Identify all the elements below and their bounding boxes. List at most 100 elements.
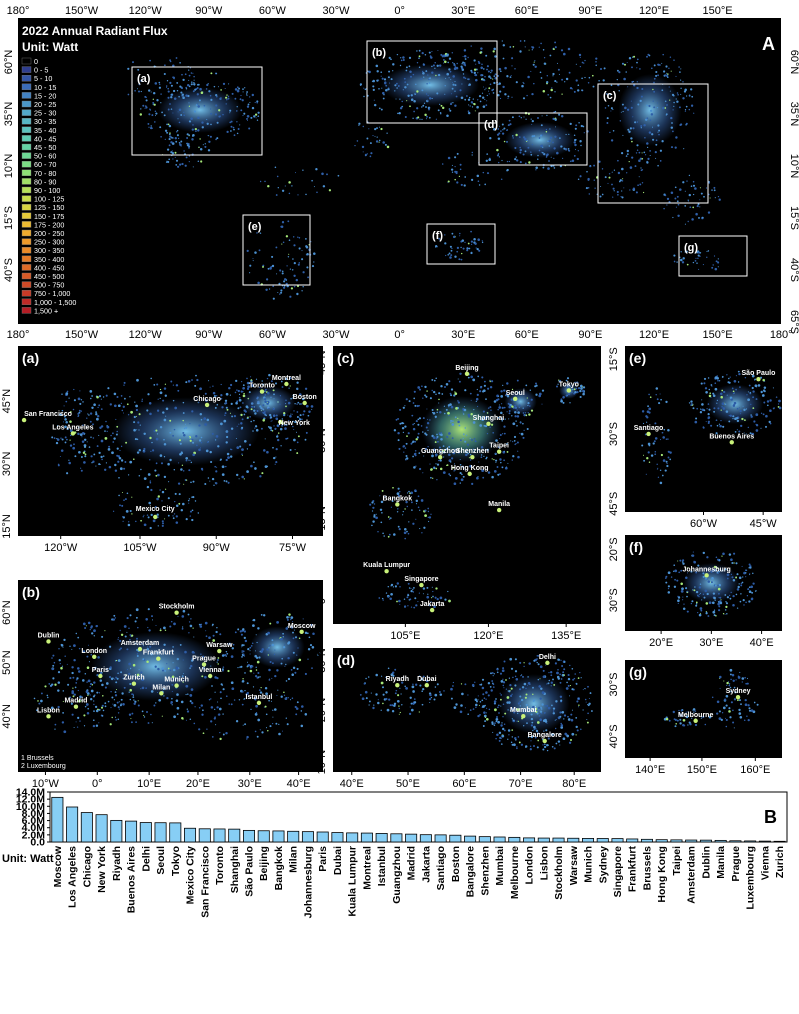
light-point	[149, 481, 152, 484]
light-point	[241, 656, 243, 658]
light-point	[308, 410, 311, 414]
light-point	[269, 426, 272, 430]
light-point	[148, 89, 151, 92]
light-point	[145, 106, 148, 109]
light-point	[198, 424, 201, 427]
light-point	[675, 723, 677, 725]
light-point	[415, 490, 417, 493]
light-point	[92, 437, 95, 439]
light-point	[292, 651, 295, 654]
light-point	[80, 699, 82, 701]
light-point	[581, 61, 584, 64]
light-point	[153, 642, 155, 645]
light-point	[674, 197, 677, 200]
light-point	[622, 134, 624, 136]
light-point	[382, 693, 385, 696]
light-point	[283, 423, 286, 426]
light-point	[138, 475, 141, 477]
light-point	[476, 388, 478, 391]
light-point	[481, 418, 484, 421]
light-point	[260, 427, 263, 430]
light-point	[488, 158, 491, 161]
light-point	[118, 476, 120, 479]
light-point	[228, 703, 230, 705]
light-point	[118, 648, 121, 651]
light-point	[206, 441, 209, 443]
light-point	[154, 110, 157, 112]
light-point	[734, 431, 737, 433]
light-point	[507, 729, 511, 732]
light-point	[525, 384, 528, 387]
light-point	[240, 665, 243, 668]
light-point	[134, 700, 137, 703]
light-point	[628, 57, 632, 60]
light-point	[482, 171, 485, 174]
light-point	[311, 646, 315, 649]
light-point	[181, 162, 184, 166]
light-point	[470, 101, 474, 104]
light-point	[532, 729, 534, 732]
light-point	[745, 433, 747, 435]
world-bottom-lon-tick: 60°W	[259, 329, 287, 341]
light-point	[743, 604, 745, 606]
light-point	[666, 462, 668, 465]
light-point	[542, 744, 544, 746]
light-point	[277, 438, 280, 442]
light-point	[216, 137, 219, 140]
light-point	[182, 609, 186, 613]
light-point	[181, 626, 184, 628]
light-point	[514, 670, 518, 673]
light-point	[500, 390, 503, 393]
light-point	[517, 736, 520, 738]
light-point	[301, 250, 303, 252]
light-point	[455, 66, 459, 70]
light-point	[178, 462, 180, 464]
light-point	[670, 191, 674, 194]
light-point	[185, 94, 188, 97]
light-point	[430, 468, 433, 471]
city-label: Dublin	[38, 632, 60, 639]
light-point	[580, 387, 583, 390]
light-point	[437, 50, 439, 51]
light-point	[156, 691, 159, 694]
light-point	[288, 192, 291, 195]
light-point	[511, 116, 514, 119]
light-point	[669, 99, 671, 101]
light-point	[725, 601, 727, 603]
light-point	[735, 388, 737, 391]
light-point	[500, 705, 502, 707]
light-point	[313, 186, 315, 188]
light-point	[188, 502, 190, 504]
light-point	[560, 699, 563, 702]
legend-swatch	[21, 100, 32, 108]
light-point	[182, 431, 185, 434]
light-point	[280, 695, 283, 698]
light-point	[714, 569, 717, 572]
light-point	[469, 464, 472, 468]
light-point	[168, 138, 171, 141]
light-point	[538, 394, 542, 398]
light-point	[713, 609, 716, 611]
light-point	[171, 684, 174, 686]
light-point	[209, 450, 212, 454]
light-point	[310, 405, 314, 408]
light-point	[451, 423, 455, 426]
light-point	[654, 151, 657, 154]
light-point	[444, 598, 447, 601]
light-point	[704, 723, 707, 726]
light-point	[745, 576, 747, 578]
light-point	[612, 187, 615, 190]
city-marker	[70, 431, 76, 436]
light-point	[253, 461, 255, 464]
light-point	[563, 147, 566, 150]
light-point	[541, 115, 543, 117]
light-point	[522, 81, 524, 83]
light-point	[500, 395, 504, 398]
light-point	[409, 696, 412, 699]
light-point	[573, 141, 576, 144]
y-tick-label: 30°N	[1, 451, 13, 476]
light-point	[413, 606, 416, 609]
legend-label: 50 - 60	[34, 152, 56, 161]
light-point	[482, 725, 485, 727]
